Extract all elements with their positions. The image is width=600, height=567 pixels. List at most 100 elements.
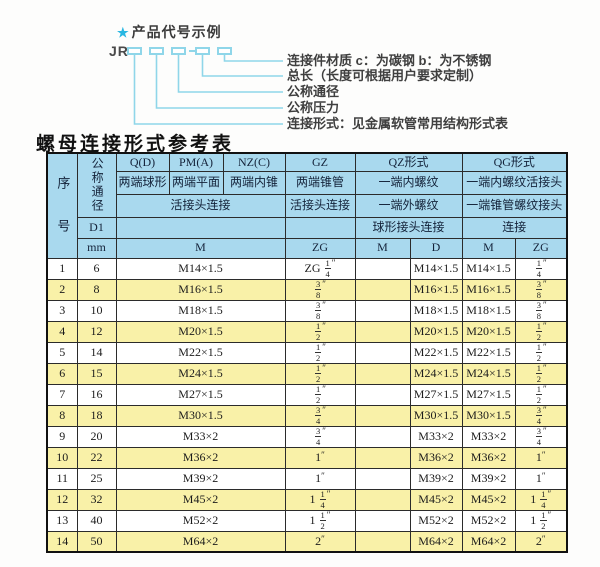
row-qg-m: M27×1.5 xyxy=(461,383,516,406)
row-qz-d: M39×2 xyxy=(409,467,463,490)
row-qg-zg: 1 2 ″ xyxy=(514,320,568,343)
row-qz-m xyxy=(354,509,411,532)
row-qz-d: M27×1.5 xyxy=(409,383,463,406)
row-dn: 20 xyxy=(76,425,117,448)
col-qz-d-unit: D xyxy=(409,237,463,259)
row-m: M36×2 xyxy=(115,446,286,469)
row-m: M18×1.5 xyxy=(115,299,286,322)
col-mm: mm xyxy=(76,237,117,259)
row-gz-zg: 3 8 ″ xyxy=(284,299,356,322)
col-q-code: Q(D) xyxy=(115,152,170,172)
row-qz-m xyxy=(354,299,411,322)
row-qg-m: M20×1.5 xyxy=(461,320,516,343)
table-row: 5 14 M22×1.5 1 2 ″ M22×1.5 M22×1.5 1 2 ″ xyxy=(46,341,568,364)
row-qg-m: M64×2 xyxy=(461,530,516,553)
row-qg-m: M30×1.5 xyxy=(461,404,516,427)
row-no: 9 xyxy=(46,425,78,448)
table-row: 4 12 M20×1.5 1 2 ″ M20×1.5 M20×1.5 1 2 ″ xyxy=(46,320,568,343)
col-qz-connection: 球形接头连接 xyxy=(354,216,463,239)
row-gz-zg: 3 8 ″ xyxy=(284,278,356,301)
col-qz-m-unit: M xyxy=(354,237,411,259)
row-qz-m xyxy=(354,278,411,301)
row-qg-m: M18×1.5 xyxy=(461,299,516,322)
row-gz-zg: 1 2 ″ xyxy=(284,362,356,385)
table-row: 12 32 M45×2 1 1 4 ″ M45×2 M45×2 1 1 4 ″ xyxy=(46,488,568,511)
col-serial: 序号 xyxy=(46,152,78,259)
code-prefix: JR xyxy=(109,43,129,59)
col-d1: D1 xyxy=(76,216,117,239)
reference-table: 序号 公称通径 Q(D) PM(A) NZ(C) GZ QZ形式 QG形式 两端… xyxy=(46,152,568,553)
row-m: M24×1.5 xyxy=(115,362,286,385)
col-qg-zg-unit: ZG xyxy=(514,237,568,259)
diagram-label-pressure: 公称压力 xyxy=(287,100,340,115)
row-qg-zg: 1″ xyxy=(514,446,568,469)
row-qg-m: M45×2 xyxy=(461,488,516,511)
col-qz-end2: 一端外螺纹 xyxy=(354,193,463,218)
row-qz-m xyxy=(354,257,411,280)
row-m: M14×1.5 xyxy=(115,257,286,280)
code-box-4 xyxy=(195,47,210,55)
row-no: 13 xyxy=(46,509,78,532)
row-dn: 40 xyxy=(76,509,117,532)
row-qg-zg: 1 2 ″ xyxy=(514,383,568,406)
row-dn: 16 xyxy=(76,383,117,406)
row-no: 5 xyxy=(46,341,78,364)
row-m: M64×2 xyxy=(115,530,286,553)
row-qg-m: M24×1.5 xyxy=(461,362,516,385)
leader-lines xyxy=(133,55,283,125)
diagram-label-diameter: 公称通径 xyxy=(287,84,340,99)
col-qg-m-unit: M xyxy=(461,237,516,259)
row-qz-d: M22×1.5 xyxy=(409,341,463,364)
row-gz-zg: 1 2 ″ xyxy=(284,341,356,364)
row-qz-d: M16×1.5 xyxy=(409,278,463,301)
row-qg-m: M52×2 xyxy=(461,509,516,532)
row-qz-d: M45×2 xyxy=(409,488,463,511)
row-qg-zg: 3 4 ″ xyxy=(514,425,568,448)
diagram-label-connection: 连接形式：见金属软管常用结构形式表 xyxy=(287,116,509,131)
col-pm-ends: 两端平面 xyxy=(168,170,224,195)
row-dn: 32 xyxy=(76,488,117,511)
row-qz-d: M64×2 xyxy=(409,530,463,553)
col-nz-ends: 两端内锥 xyxy=(222,170,286,195)
row-qz-m xyxy=(354,530,411,553)
code-dash xyxy=(189,50,197,52)
row-qz-m xyxy=(354,383,411,406)
row-m: M16×1.5 xyxy=(115,278,286,301)
code-box-1 xyxy=(127,47,142,55)
row-qg-m: M14×1.5 xyxy=(461,257,516,280)
col-pm-code: PM(A) xyxy=(168,152,224,172)
row-qz-d: M30×1.5 xyxy=(409,404,463,427)
row-qz-m xyxy=(354,425,411,448)
col-qg-end2: 一端锥管螺纹接头 xyxy=(461,193,568,218)
row-qz-m xyxy=(354,320,411,343)
row-no: 2 xyxy=(46,278,78,301)
row-dn: 6 xyxy=(76,257,117,280)
row-gz-zg: 2″ xyxy=(284,530,356,553)
code-box-5 xyxy=(217,47,232,55)
row-qg-zg: 3 8 ″ xyxy=(514,278,568,301)
table-row: 1 6 M14×1.5 ZG 1 4 ″ M14×1.5 M14×1.5 1 4 ″ xyxy=(46,257,568,280)
col-m-unit: M xyxy=(115,237,286,259)
row-qz-d: M33×2 xyxy=(409,425,463,448)
row-qg-m: M36×2 xyxy=(461,446,516,469)
row-gz-zg: 1 2 ″ xyxy=(284,320,356,343)
product-code-diagram: ★ 产品代号示例 JR 连接件材质 c：为碳钢 b：为不锈钢 总长（长度可根据用户… xyxy=(0,0,600,150)
row-no: 11 xyxy=(46,467,78,490)
row-dn: 18 xyxy=(76,404,117,427)
row-dn: 25 xyxy=(76,467,117,490)
col-qg-end1: 一端内螺纹活接头 xyxy=(461,170,568,195)
row-gz-zg: 1 2 ″ xyxy=(284,383,356,406)
col-gz-unit: ZG xyxy=(284,237,356,259)
table-row: 10 22 M36×2 1″ M36×2 M36×2 1″ xyxy=(46,446,568,469)
col-gz-spacer xyxy=(284,216,356,239)
row-qz-d: M14×1.5 xyxy=(409,257,463,280)
row-qg-m: M33×2 xyxy=(461,425,516,448)
diagram-title: ★ 产品代号示例 xyxy=(117,22,222,42)
row-m: M22×1.5 xyxy=(115,341,286,364)
col-qg-connection: 连接 xyxy=(461,216,568,239)
row-dn: 22 xyxy=(76,446,117,469)
row-no: 10 xyxy=(46,446,78,469)
row-qz-d: M36×2 xyxy=(409,446,463,469)
star-icon: ★ xyxy=(117,25,130,40)
